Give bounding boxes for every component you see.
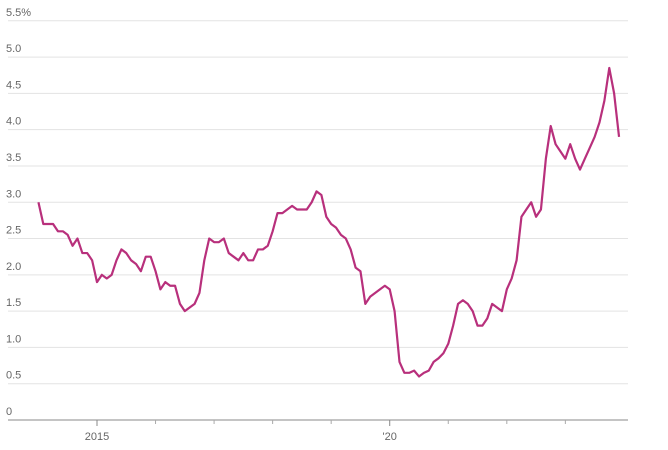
line-series (37, 66, 621, 378)
y-tick-label: 0 (6, 406, 12, 418)
y-tick-label: 5.5% (6, 7, 31, 19)
y-tick-label: 2.0 (6, 261, 21, 273)
y-tick-label: 1.5 (6, 297, 21, 309)
y-tick-label: 1.0 (6, 333, 21, 345)
y-tick-label: 3.0 (6, 188, 21, 200)
y-tick-label: 4.0 (6, 116, 21, 128)
y-tick-label: 3.5 (6, 152, 21, 164)
y-tick-label: 4.5 (6, 79, 21, 91)
x-tick-label: 2015 (85, 431, 109, 443)
y-tick-label: 0.5 (6, 370, 21, 382)
y-tick-label: 5.0 (6, 43, 21, 55)
x-tick-label: '20 (383, 431, 397, 443)
y-tick-label: 2.5 (6, 225, 21, 237)
